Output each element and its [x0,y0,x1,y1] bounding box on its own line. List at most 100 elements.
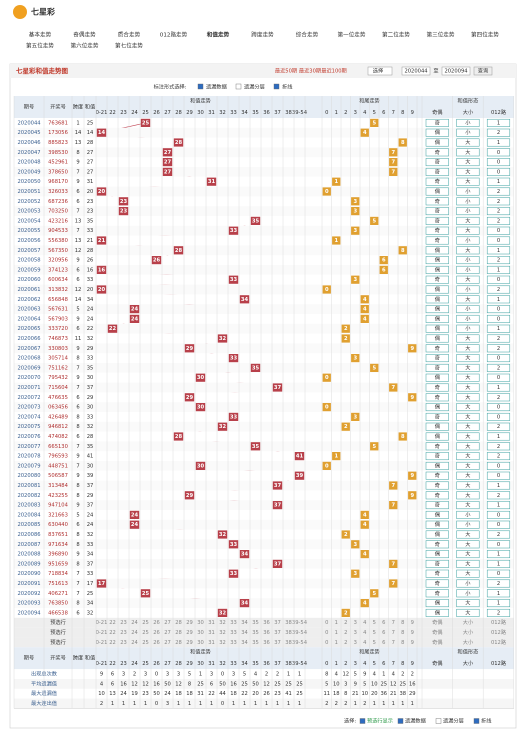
tail-hit-label: 4 [363,522,367,528]
sum-col-header: 30 [197,620,204,626]
checkbox[interactable] [435,718,442,724]
tail-hit-label: 8 [401,248,405,254]
form-cell [425,412,449,421]
form-value: 奇 [435,158,440,166]
nav-link[interactable]: 质合走势 [118,31,141,39]
checkbox[interactable] [397,718,404,724]
tail-hit [351,540,360,549]
nav-link[interactable]: 第四位走势 [471,31,499,39]
preselect-bg [14,627,514,638]
checkbox[interactable] [473,718,480,724]
checkbox[interactable] [197,83,204,90]
stats-value: 1 [392,701,395,707]
nav-link[interactable]: 综合走势 [296,31,319,39]
tail-col-header: 0 [325,640,328,646]
stats-value: 1 [232,701,235,707]
nav-link[interactable]: 第一位走势 [338,31,366,39]
issue: 2020053 [17,209,40,215]
span: 6 [76,189,79,195]
tail-hit-label: 3 [353,414,357,420]
sum-col-header: 35 [252,640,259,646]
nav-link[interactable]: 第二位走势 [382,31,410,39]
sum: 32 [87,336,94,342]
checkbox[interactable] [359,718,366,724]
tail-hit [351,226,360,235]
stats-value: 4 [392,672,396,678]
form-value: 小 [465,265,471,273]
form-cell [486,569,511,578]
nav-link[interactable]: 第三位走势 [427,31,455,39]
form-value: 0 [497,356,500,362]
form-value: 大 [465,403,470,411]
form-cell [425,197,449,206]
form-value: 偶 [435,314,440,322]
stats-value: 44 [219,691,226,697]
issue: 2020067 [17,346,40,352]
nav-link[interactable]: 第六位走势 [71,42,99,50]
stats-value: 50 [164,681,171,687]
row-bg [14,206,514,216]
nav-link[interactable]: 和值走势 [207,31,230,39]
form-cell [486,354,511,363]
range-link[interactable]: 最近30期 [299,67,321,75]
sum-col-header: 25 [142,630,149,636]
form-cell [456,510,480,519]
stats-value: 21 [352,691,359,697]
range-link[interactable]: 最近100期 [321,67,346,75]
span: 8 [76,424,79,430]
tail-col-header: 2 [344,630,347,636]
tail-col-header: 3 [354,620,357,626]
form-cell [456,589,480,598]
issue: 2020061 [17,287,40,293]
form-cell [486,334,511,343]
stats-value: 11 [323,691,330,697]
number: 320956 [48,258,68,264]
form-value: 2 [497,218,500,224]
from-box[interactable] [401,66,431,76]
form-value: 1 [497,385,500,391]
nav-link[interactable]: 基本走势 [29,31,52,39]
checkbox[interactable] [235,83,242,90]
form-value: 0 [497,512,500,518]
number: 423216 [48,218,68,224]
checkbox[interactable] [273,83,280,90]
range-link[interactable]: 最近50期 [275,67,297,75]
tail-col-header: 7 [392,620,395,626]
nav-link[interactable]: 第七位走势 [115,42,143,50]
form-cell [425,452,449,461]
sum-hit-label: 20 [98,189,106,195]
tail-col-header: 6 [382,661,385,667]
nav-link[interactable]: 奇偶走势 [73,31,96,39]
form-value: 偶 [435,520,440,528]
tail-hit [389,481,398,490]
form-value: 大 [465,275,470,283]
row-bg [14,167,514,177]
form-cell [486,285,511,294]
nav-link[interactable]: 第五位走势 [26,42,54,50]
form-cell [486,226,511,235]
form-value: 奇 [435,226,440,234]
tail-col-header: 9 [411,110,414,116]
nav-link[interactable]: 跨度走势 [251,31,274,39]
span: 6 [76,326,79,332]
sum-hit-label: 37 [274,385,282,391]
stats-value: 41 [285,691,292,697]
select-box[interactable] [367,66,393,76]
tail-col-header: 5 [373,640,376,646]
tail-hit [408,471,417,480]
query-btn[interactable] [473,66,493,76]
stats-value: 3 [232,672,235,678]
sum: 32 [87,424,94,430]
tail-col-header: 4 [363,620,367,626]
nav-link[interactable]: 012路走势 [160,31,188,39]
stats-value: 2 [344,701,347,707]
number: 751162 [48,365,68,371]
tail-hit [332,236,341,245]
form-cell [425,608,449,617]
form-cell [456,216,480,225]
sum-col-header: 33 [230,110,237,116]
sum-col-header: 24 [131,640,138,646]
form-value: 偶 [435,305,440,313]
to-box[interactable] [441,66,471,76]
sum: 27 [87,160,94,166]
